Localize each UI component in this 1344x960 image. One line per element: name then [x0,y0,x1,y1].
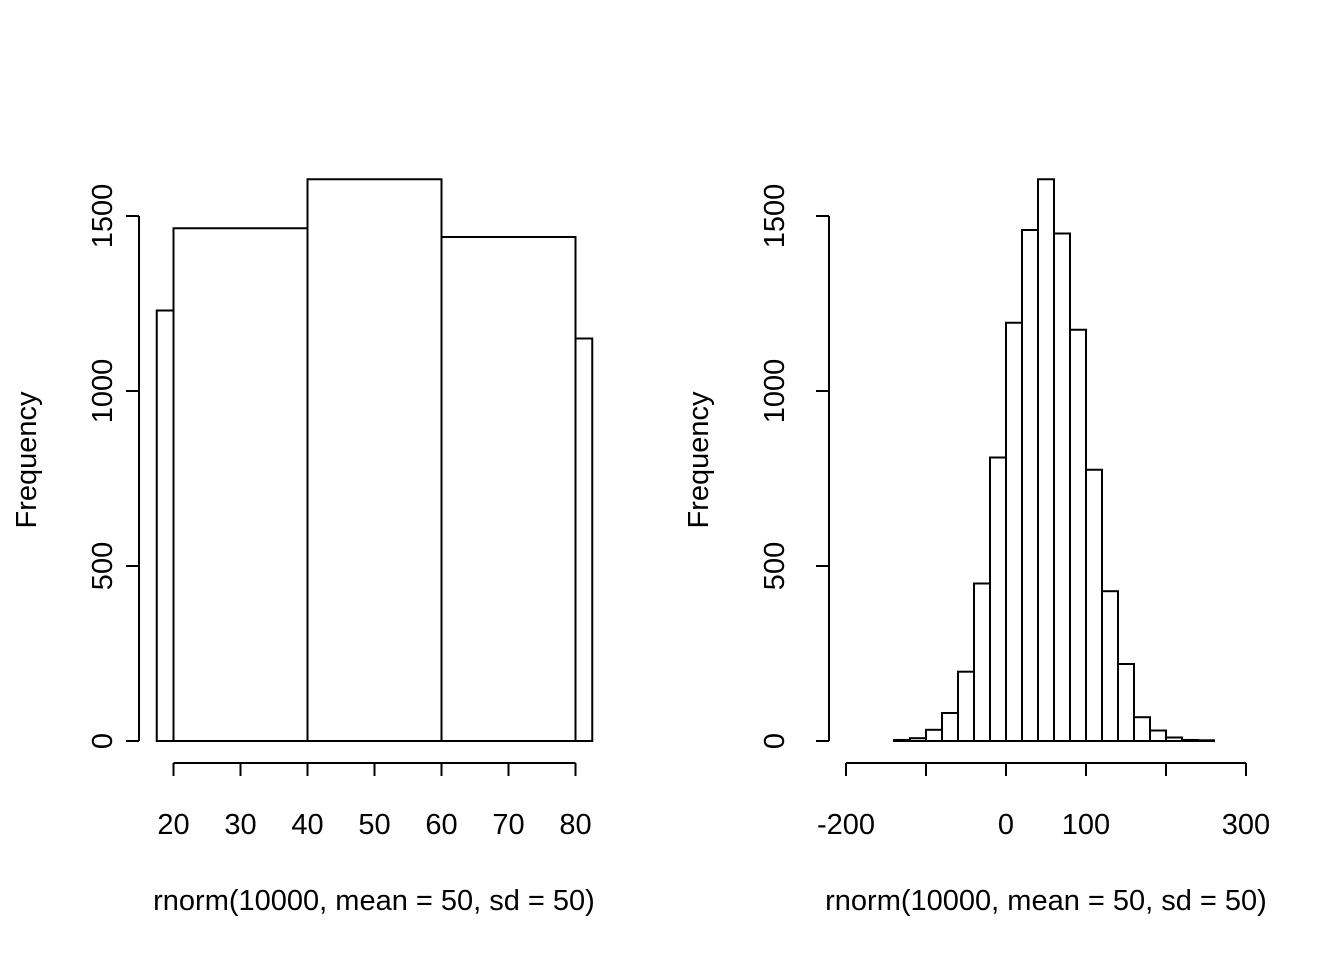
histogram-bar-18 [1181,738,1199,743]
x-tick-label: -200 [817,809,875,841]
histogram-bar-0 [893,738,911,743]
y-axis: 0 500 1000 1500 [759,184,830,749]
histogram-bar-16 [1149,729,1167,742]
y-tick-label: 1500 [759,184,791,249]
y-tick-label: 1000 [759,359,791,424]
x-axis: 20 30 40 50 60 70 80 [157,762,592,841]
histogram-bar-4 [957,670,975,743]
histogram-bar-3 [440,236,577,742]
y-axis: 0 500 1000 1500 [87,184,140,749]
histogram-bar-10 [1053,232,1071,742]
histogram-bar-9 [1037,178,1055,742]
histogram-bar-6 [989,456,1007,742]
y-tick-label: 1000 [87,359,119,424]
histogram-bar-2 [925,728,943,742]
y-axis-title: Frequency [11,391,43,529]
histogram-bar-13 [1101,590,1119,743]
y-tick-label: 500 [87,542,119,590]
histogram-bar-2 [306,178,443,742]
x-tick-label: 70 [492,809,524,841]
histogram-bar-1 [909,737,927,743]
x-tick-label: 30 [224,809,256,841]
y-axis-title: Frequency [683,391,715,529]
histogram-panel-left: 0 500 1000 1500 20 30 40 50 60 70 80 Frequency rn… [11,178,595,917]
histogram-bar-7 [1005,321,1023,742]
histogram-bar-19 [1197,739,1215,742]
histogram-bar-17 [1165,736,1183,742]
histogram-bar-12 [1085,468,1103,742]
histogram-bar-11 [1069,328,1087,742]
histogram-bar-14 [1117,663,1135,742]
histogram-bars [893,178,1215,743]
x-tick-label: 100 [1062,809,1110,841]
x-tick-label: 20 [157,809,189,841]
x-tick-label: 50 [358,809,390,841]
histogram-bar-15 [1133,716,1151,743]
histogram-bars [155,178,594,742]
histogram-bar-4 [574,337,594,742]
histogram-bar-5 [973,582,991,742]
x-axis-title: rnorm(10000, mean = 50, sd = 50) [825,885,1267,917]
y-tick-label: 0 [87,733,119,749]
y-tick-label: 1500 [87,184,119,249]
histogram-panel-right: 0 500 1000 1500 -200 0 100 300 Frequency rnorm… [683,178,1270,917]
histogram-bar-0 [155,309,175,742]
x-axis-title: rnorm(10000, mean = 50, sd = 50) [153,885,595,917]
histogram-bar-8 [1021,229,1039,742]
x-tick-label: 80 [559,809,591,841]
histogram-bar-3 [941,712,959,742]
x-tick-label: 300 [1222,809,1270,841]
y-tick-label: 0 [759,733,791,749]
x-tick-label: 0 [998,809,1014,841]
histogram-bar-1 [172,227,309,742]
y-tick-label: 500 [759,542,791,590]
x-axis: -200 0 100 300 [817,762,1270,841]
x-tick-label: 40 [291,809,323,841]
x-tick-label: 60 [425,809,457,841]
